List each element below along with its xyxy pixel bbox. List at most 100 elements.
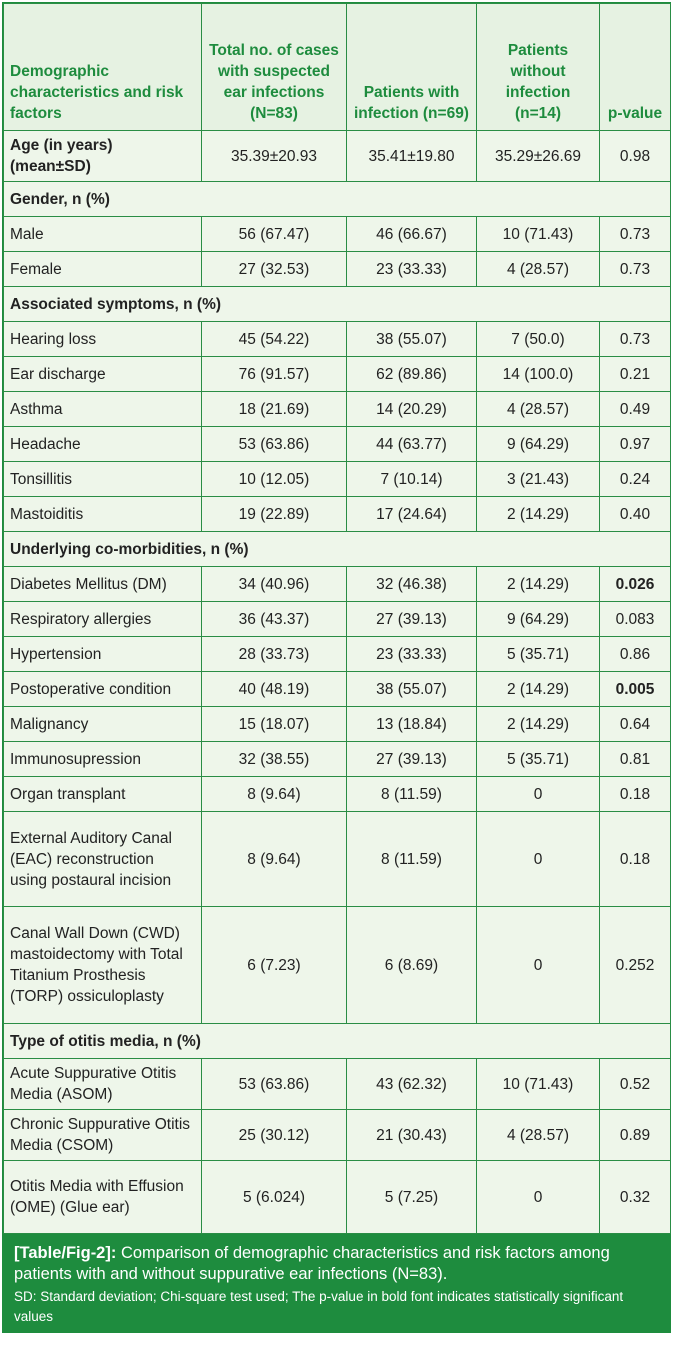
header-characteristics: Demographic characteristics and risk fac… — [3, 3, 202, 131]
cell-total: 53 (63.86) — [201, 426, 347, 462]
cell-p-value: 0.252 — [599, 906, 671, 1024]
cell-with-infection: 38 (55.07) — [346, 321, 477, 357]
row-label: Age (in years) (mean±SD) — [3, 130, 202, 182]
cell-without-infection: 10 (71.43) — [476, 216, 600, 252]
row-label: Mastoiditis — [3, 496, 202, 532]
cell-p-value: 0.89 — [599, 1109, 671, 1161]
cell-p-value: 0.21 — [599, 356, 671, 392]
cell-p-value: 0.40 — [599, 496, 671, 532]
cell-without-infection: 4 (28.57) — [476, 1109, 600, 1161]
cell-p-value: 0.73 — [599, 216, 671, 252]
cell-without-infection: 2 (14.29) — [476, 496, 600, 532]
row-label: Ear discharge — [3, 356, 202, 392]
cell-without-infection: 2 (14.29) — [476, 671, 600, 707]
table-row: Postoperative condition 40 (48.19) 38 (55.… — [3, 671, 671, 707]
table-row: Hearing loss 45 (54.22) 38 (55.07) 7 (50.0)… — [3, 321, 671, 357]
data-table: Demographic characteristics and risk fac… — [3, 3, 671, 1234]
cell-with-infection: 8 (11.59) — [346, 776, 477, 812]
row-label: Tonsillitis — [3, 461, 202, 497]
cell-p-value: 0.98 — [599, 130, 671, 182]
cell-total: 6 (7.23) — [201, 906, 347, 1024]
cell-without-infection: 35.29±26.69 — [476, 130, 600, 182]
cell-without-infection: 10 (71.43) — [476, 1058, 600, 1110]
cell-total: 28 (33.73) — [201, 636, 347, 672]
row-label: Acute Suppurative Otitis Media (ASOM) — [3, 1058, 202, 1110]
cell-without-infection: 7 (50.0) — [476, 321, 600, 357]
section-label: Type of otitis media, n (%) — [3, 1023, 671, 1059]
cell-total: 53 (63.86) — [201, 1058, 347, 1110]
caption-text: Comparison of demographic characteristic… — [14, 1244, 610, 1283]
cell-total: 8 (9.64) — [201, 811, 347, 907]
cell-p-value: 0.24 — [599, 461, 671, 497]
cell-total: 15 (18.07) — [201, 706, 347, 742]
cell-with-infection: 32 (46.38) — [346, 566, 477, 602]
row-label: Hearing loss — [3, 321, 202, 357]
table-row: Headache 53 (63.86) 44 (63.77) 9 (64.29) 0.9… — [3, 426, 671, 462]
cell-without-infection: 0 — [476, 811, 600, 907]
cell-with-infection: 23 (33.33) — [346, 636, 477, 672]
table-row: Chronic Suppurative Otitis Media (CSOM) 2… — [3, 1109, 671, 1161]
table-row: Canal Wall Down (CWD) mastoidectomy with… — [3, 906, 671, 1024]
table-row: Immunosupression 32 (38.55) 27 (39.13) 5 (3… — [3, 741, 671, 777]
cell-total: 8 (9.64) — [201, 776, 347, 812]
cell-p-value: 0.52 — [599, 1058, 671, 1110]
cell-total: 25 (30.12) — [201, 1109, 347, 1161]
row-label: Hypertension — [3, 636, 202, 672]
table-row: Malignancy 15 (18.07) 13 (18.84) 2 (14.29) 0… — [3, 706, 671, 742]
cell-with-infection: 46 (66.67) — [346, 216, 477, 252]
cell-total: 35.39±20.93 — [201, 130, 347, 182]
table-row: Asthma 18 (21.69) 14 (20.29) 4 (28.57) 0.49 — [3, 391, 671, 427]
row-label: Postoperative condition — [3, 671, 202, 707]
cell-p-value: 0.005 — [599, 671, 671, 707]
row-label: Asthma — [3, 391, 202, 427]
table-row: Male 56 (67.47) 46 (66.67) 10 (71.43) 0.73 — [3, 216, 671, 252]
section-label: Associated symptoms, n (%) — [3, 286, 671, 322]
row-label: Organ transplant — [3, 776, 202, 812]
header-p-value: p-value — [599, 3, 671, 131]
table-row: Mastoiditis 19 (22.89) 17 (24.64) 2 (14.29)… — [3, 496, 671, 532]
cell-with-infection: 27 (39.13) — [346, 741, 477, 777]
cell-with-infection: 5 (7.25) — [346, 1160, 477, 1234]
header-total: Total no. of cases with suspected ear in… — [201, 3, 347, 131]
section-row: Gender, n (%) — [3, 181, 671, 217]
cell-without-infection: 0 — [476, 1160, 600, 1234]
table-row: External Auditory Canal (EAC) reconstruc… — [3, 811, 671, 907]
cell-total: 45 (54.22) — [201, 321, 347, 357]
cell-total: 32 (38.55) — [201, 741, 347, 777]
cell-without-infection: 9 (64.29) — [476, 601, 600, 637]
cell-p-value: 0.73 — [599, 321, 671, 357]
section-row: Underlying co-morbidities, n (%) — [3, 531, 671, 567]
cell-without-infection: 3 (21.43) — [476, 461, 600, 497]
cell-total: 19 (22.89) — [201, 496, 347, 532]
cell-total: 56 (67.47) — [201, 216, 347, 252]
cell-with-infection: 62 (89.86) — [346, 356, 477, 392]
cell-with-infection: 44 (63.77) — [346, 426, 477, 462]
cell-with-infection: 21 (30.43) — [346, 1109, 477, 1161]
cell-p-value: 0.026 — [599, 566, 671, 602]
cell-without-infection: 0 — [476, 776, 600, 812]
cell-without-infection: 0 — [476, 906, 600, 1024]
header-with-infection: Patients with infection (n=69) — [346, 3, 477, 131]
cell-without-infection: 9 (64.29) — [476, 426, 600, 462]
cell-without-infection: 4 (28.57) — [476, 251, 600, 287]
cell-p-value: 0.083 — [599, 601, 671, 637]
row-label: Otitis Media with Effusion (OME) (Glue e… — [3, 1160, 202, 1234]
cell-total: 27 (32.53) — [201, 251, 347, 287]
table-container: Demographic characteristics and risk fac… — [2, 2, 671, 1235]
section-row: Type of otitis media, n (%) — [3, 1023, 671, 1059]
cell-p-value: 0.64 — [599, 706, 671, 742]
cell-total: 34 (40.96) — [201, 566, 347, 602]
cell-with-infection: 43 (62.32) — [346, 1058, 477, 1110]
table-row: Age (in years) (mean±SD) 35.39±20.93 35.41… — [3, 130, 671, 182]
table-row: Otitis Media with Effusion (OME) (Glue e… — [3, 1160, 671, 1234]
row-label: Malignancy — [3, 706, 202, 742]
cell-without-infection: 2 (14.29) — [476, 706, 600, 742]
row-label: Diabetes Mellitus (DM) — [3, 566, 202, 602]
cell-p-value: 0.18 — [599, 811, 671, 907]
row-label: Chronic Suppurative Otitis Media (CSOM) — [3, 1109, 202, 1161]
cell-with-infection: 14 (20.29) — [346, 391, 477, 427]
table-row: Diabetes Mellitus (DM) 34 (40.96) 32 (46.3… — [3, 566, 671, 602]
table-row: Tonsillitis 10 (12.05) 7 (10.14) 3 (21.43) 0… — [3, 461, 671, 497]
section-label: Underlying co-morbidities, n (%) — [3, 531, 671, 567]
table-row: Female 27 (32.53) 23 (33.33) 4 (28.57) 0.73 — [3, 251, 671, 287]
